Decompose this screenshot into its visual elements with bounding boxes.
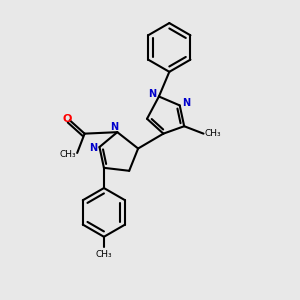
Text: CH₃: CH₃ (205, 129, 222, 138)
Text: CH₃: CH₃ (59, 150, 76, 159)
Text: N: N (89, 142, 97, 153)
Text: O: O (63, 114, 72, 124)
Text: N: N (182, 98, 190, 108)
Text: N: N (110, 122, 118, 132)
Text: CH₃: CH₃ (96, 250, 112, 259)
Text: N: N (148, 89, 156, 99)
